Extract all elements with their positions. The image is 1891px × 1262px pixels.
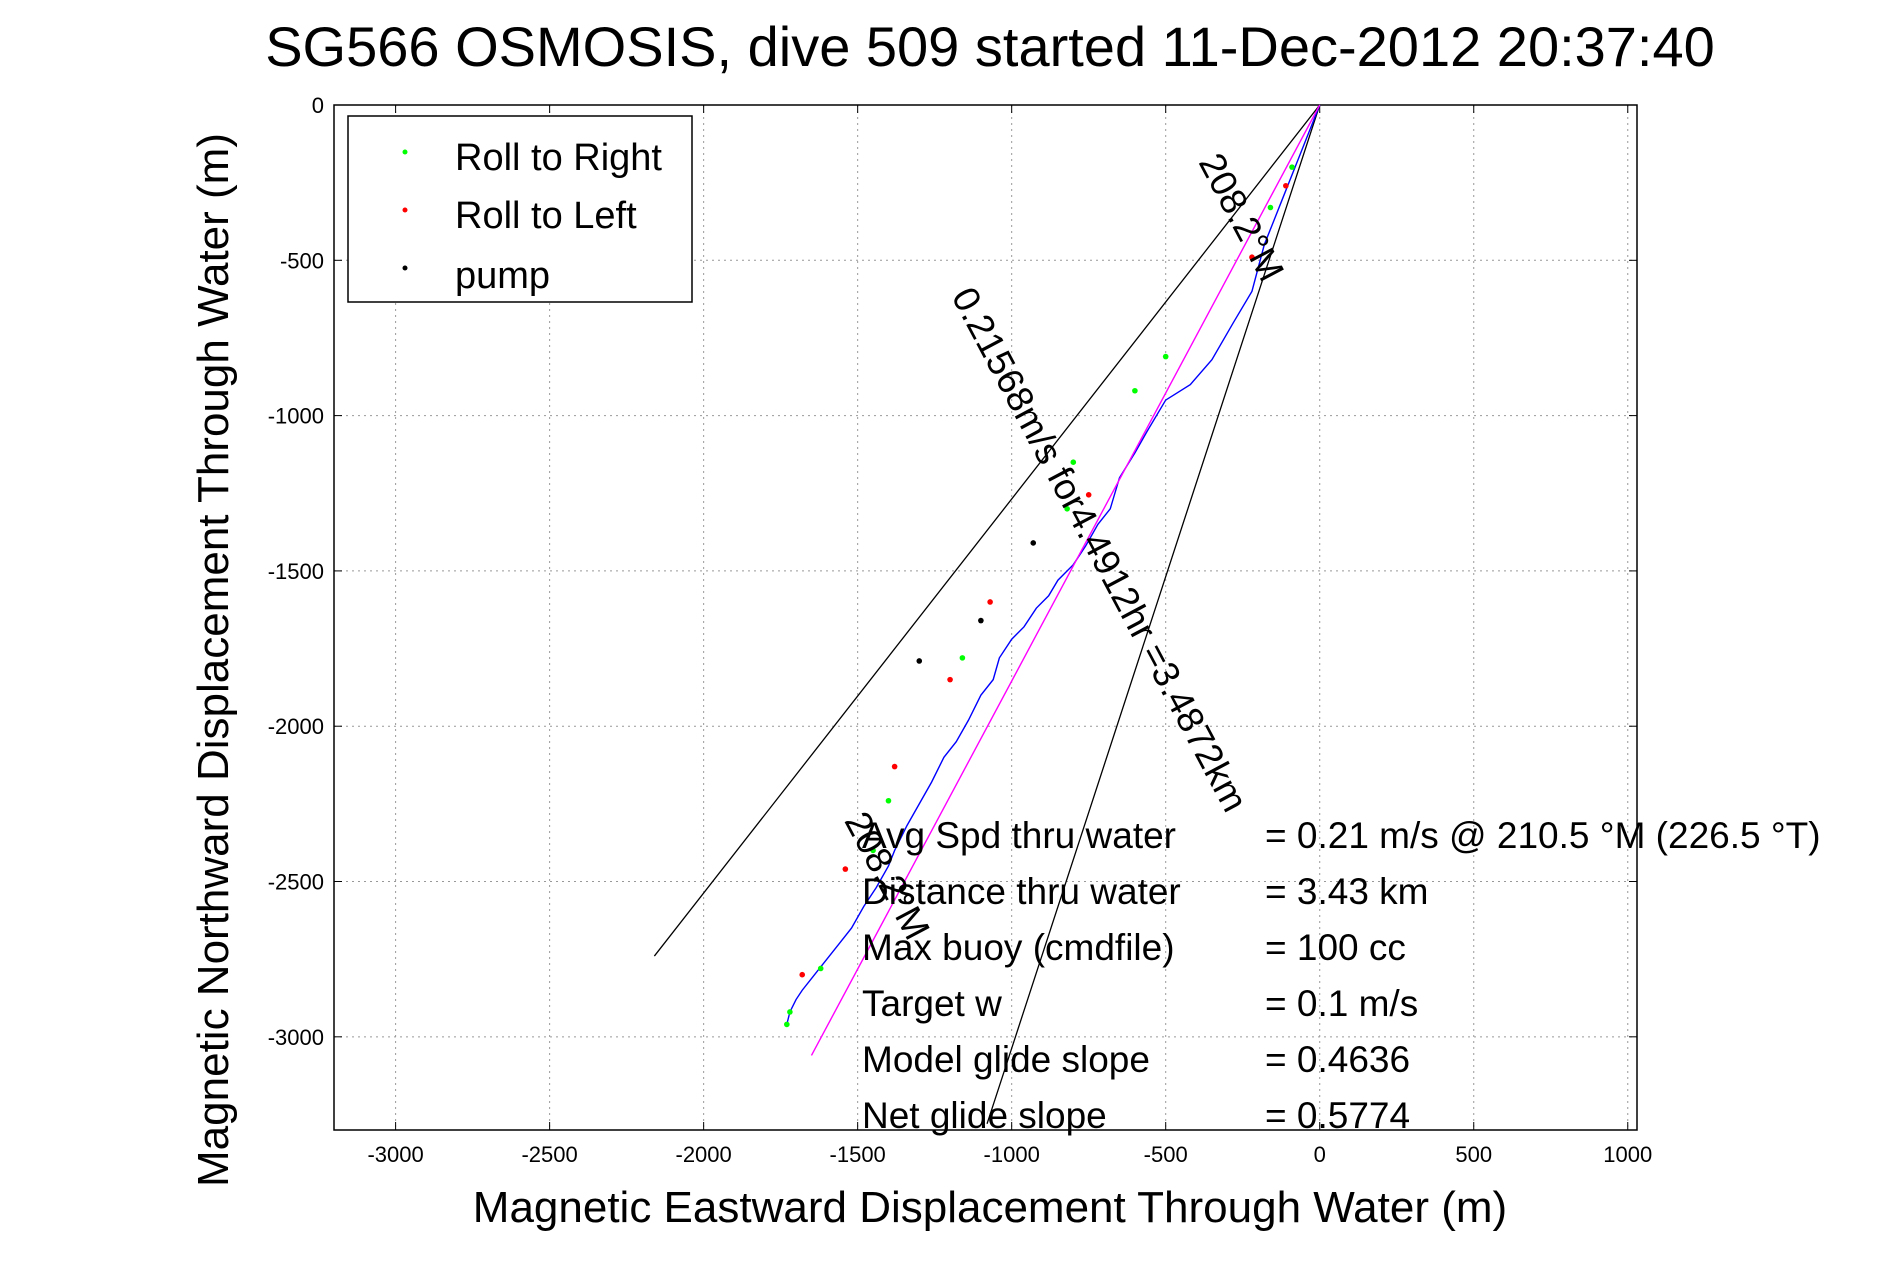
rotated-annotation: 208.2°M: [1191, 147, 1292, 288]
roll-right-point: [885, 797, 892, 804]
axes-ticks: -3000 -2500 -2000 -1500 -1000 -500 0 500 1000 0 -5…: [268, 93, 1653, 1167]
stat-label: Target w: [862, 983, 1002, 1024]
roll-left-point: [1085, 492, 1092, 498]
stat-label: Avg Spd thru water: [862, 815, 1176, 856]
roll-left-point: [947, 676, 953, 683]
roll-right-point: [1132, 387, 1138, 394]
markers-layer: [784, 164, 1295, 1028]
legend-marker-roll-right: [402, 149, 408, 155]
y-tick-label: -2000: [268, 714, 324, 739]
x-tick-label: 500: [1455, 1142, 1492, 1167]
x-tick-label: -2500: [521, 1142, 577, 1167]
roll-left-point: [842, 866, 849, 872]
roll-right-point: [784, 1021, 790, 1028]
y-tick-label: -3000: [268, 1025, 324, 1050]
roll-left-point: [799, 971, 806, 978]
x-tick-label: -3000: [367, 1142, 423, 1167]
series-layer: [653, 104, 1321, 1124]
roll-right-point: [1267, 204, 1274, 211]
x-tick-label: -500: [1144, 1142, 1188, 1167]
roll-left-point: [1249, 254, 1255, 260]
roll-left-point: [1283, 182, 1289, 189]
stat-value: = 100 cc: [1265, 927, 1406, 968]
track-line: [786, 104, 1321, 1025]
x-tick-label: 1000: [1603, 1142, 1652, 1167]
chart-title: SG566 OSMOSIS, dive 509 started 11-Dec-2…: [265, 15, 1715, 78]
roll-right-point: [817, 965, 824, 972]
x-axis-label: Magnetic Eastward Displacement Through W…: [473, 1183, 1507, 1232]
reference-line: [986, 104, 1321, 1124]
pump-point: [916, 658, 923, 664]
roll-right-point: [1289, 164, 1295, 170]
x-tick-label: 0: [1314, 1142, 1326, 1167]
roll-right-point: [1064, 505, 1070, 512]
y-tick-label: 0: [312, 93, 324, 118]
x-tick-label: -1500: [830, 1142, 886, 1167]
net-displacement-line: [810, 104, 1321, 1056]
legend-label-pump: pump: [455, 255, 550, 297]
reference-line: [653, 104, 1321, 957]
stat-value: = 3.43 km: [1265, 871, 1429, 912]
legend-label-roll-left: Roll to Left: [455, 195, 637, 237]
x-tick-label: -2000: [676, 1142, 732, 1167]
legend-marker-pump: [402, 265, 408, 271]
stat-label: Net glide slope: [862, 1095, 1107, 1136]
roll-right-point: [870, 847, 876, 854]
stat-label: Max buoy (cmdfile): [862, 927, 1175, 968]
stat-value: = 0.21 m/s @ 210.5 °M (226.5 °T): [1265, 815, 1821, 856]
pump-point: [978, 617, 984, 624]
roll-right-point: [1162, 353, 1169, 360]
roll-left-point: [987, 599, 993, 605]
roll-right-point: [787, 1009, 793, 1015]
stat-value: = 0.1 m/s: [1265, 983, 1418, 1024]
annotation-layer: 208.2°M0.21568m/s for4.4912hr =3.4872km2…: [837, 147, 1821, 1136]
rotated-annotation: 0.21568m/s for4.4912hr =3.4872km: [944, 281, 1256, 819]
x-tick-label: -1000: [984, 1142, 1040, 1167]
plot-frame: [333, 104, 1638, 1131]
y-tick-label: -500: [280, 248, 324, 273]
legend: Roll to Right Roll to Left pump: [347, 115, 693, 303]
y-tick-label: -2500: [268, 870, 324, 895]
legend-label-roll-right: Roll to Right: [455, 137, 662, 179]
y-axis-label: Magnetic Northward Displacement Through …: [189, 133, 238, 1187]
roll-right-point: [959, 655, 966, 661]
stat-label: Model glide slope: [862, 1039, 1150, 1080]
stat-label: Distance thru water: [862, 871, 1181, 912]
roll-left-point: [891, 763, 898, 770]
legend-marker-roll-left: [402, 207, 408, 213]
stat-value: = 0.4636: [1265, 1039, 1410, 1080]
pump-point: [1030, 540, 1037, 546]
y-tick-label: -1500: [268, 559, 324, 584]
stat-value: = 0.5774: [1265, 1095, 1410, 1136]
y-tick-label: -1000: [268, 404, 324, 429]
roll-right-point: [1070, 459, 1077, 465]
